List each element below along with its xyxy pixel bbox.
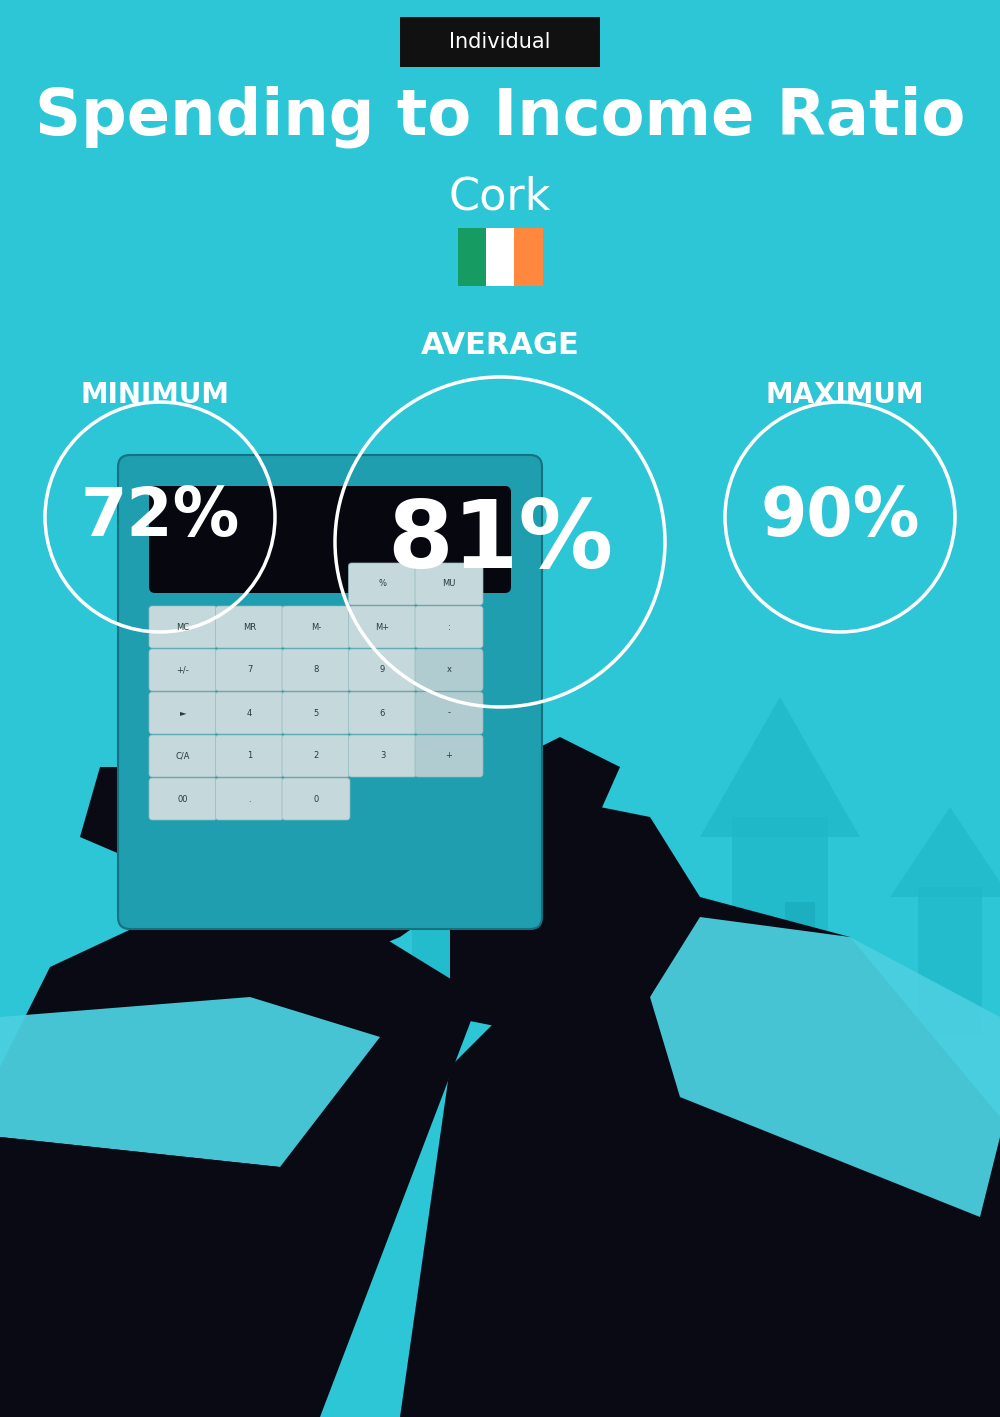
Text: C/A: C/A <box>176 751 190 761</box>
FancyBboxPatch shape <box>349 649 416 691</box>
Bar <box>935 1104 975 1129</box>
FancyBboxPatch shape <box>282 691 350 734</box>
Text: MAXIMUM: MAXIMUM <box>766 381 924 410</box>
Polygon shape <box>500 737 620 857</box>
FancyBboxPatch shape <box>149 486 511 592</box>
Bar <box>883 1104 917 1124</box>
FancyBboxPatch shape <box>415 606 483 648</box>
Polygon shape <box>80 767 180 867</box>
Polygon shape <box>0 998 380 1168</box>
Text: 2: 2 <box>313 751 319 761</box>
Text: 7: 7 <box>247 666 252 674</box>
Polygon shape <box>520 887 860 1047</box>
Text: Individual: Individual <box>449 33 551 52</box>
Polygon shape <box>650 917 1000 1217</box>
Bar <box>732 818 828 1067</box>
FancyBboxPatch shape <box>282 606 350 648</box>
Bar <box>550 1047 830 1257</box>
Bar <box>785 903 815 966</box>
Circle shape <box>885 1127 1000 1267</box>
Bar <box>514 228 542 286</box>
Polygon shape <box>890 808 1000 897</box>
FancyBboxPatch shape <box>149 691 217 734</box>
Bar <box>850 1217 950 1229</box>
Text: 8: 8 <box>313 666 319 674</box>
Circle shape <box>855 1122 945 1212</box>
Text: +/-: +/- <box>177 666 189 674</box>
Polygon shape <box>0 1136 280 1217</box>
Text: MC: MC <box>176 622 190 632</box>
Text: M+: M+ <box>375 622 390 632</box>
FancyBboxPatch shape <box>415 735 483 777</box>
Text: 4: 4 <box>247 708 252 717</box>
FancyBboxPatch shape <box>149 778 217 820</box>
Bar <box>760 1117 805 1168</box>
Text: Spending to Income Ratio: Spending to Income Ratio <box>35 86 965 149</box>
Bar <box>575 1117 620 1168</box>
FancyBboxPatch shape <box>118 455 542 930</box>
Text: x: x <box>446 666 451 674</box>
Bar <box>850 1204 950 1214</box>
FancyBboxPatch shape <box>149 735 217 777</box>
Text: 0: 0 <box>313 795 319 803</box>
FancyBboxPatch shape <box>349 691 416 734</box>
FancyBboxPatch shape <box>349 563 416 605</box>
Text: +: + <box>446 751 452 761</box>
FancyBboxPatch shape <box>415 649 483 691</box>
Bar <box>640 1146 705 1257</box>
Bar <box>918 887 982 1037</box>
Bar <box>486 228 514 286</box>
Bar <box>850 1192 950 1202</box>
Text: -: - <box>447 708 450 717</box>
Bar <box>458 228 486 286</box>
Bar <box>850 1255 950 1267</box>
FancyBboxPatch shape <box>349 735 416 777</box>
Bar <box>850 1243 950 1254</box>
Text: Cork: Cork <box>449 176 551 218</box>
Text: :: : <box>448 622 450 632</box>
FancyBboxPatch shape <box>282 778 350 820</box>
Text: ►: ► <box>180 708 186 717</box>
Text: 6: 6 <box>380 708 385 717</box>
Bar <box>412 852 488 1017</box>
Text: MU: MU <box>442 580 456 588</box>
FancyBboxPatch shape <box>282 735 350 777</box>
FancyBboxPatch shape <box>149 649 217 691</box>
FancyBboxPatch shape <box>216 649 284 691</box>
Polygon shape <box>150 697 500 988</box>
Text: 3: 3 <box>380 751 385 761</box>
FancyBboxPatch shape <box>415 563 483 605</box>
Polygon shape <box>0 897 480 1417</box>
Text: $: $ <box>944 1183 966 1212</box>
Text: 72%: 72% <box>80 485 240 550</box>
Text: 9: 9 <box>380 666 385 674</box>
Text: 5: 5 <box>313 708 319 717</box>
FancyBboxPatch shape <box>349 606 416 648</box>
Text: 81%: 81% <box>387 496 613 588</box>
Polygon shape <box>400 897 1000 1417</box>
FancyBboxPatch shape <box>216 778 284 820</box>
Text: 90%: 90% <box>760 485 920 550</box>
Text: %: % <box>378 580 386 588</box>
Text: MR: MR <box>243 622 256 632</box>
Text: $: $ <box>893 1158 907 1176</box>
Bar <box>850 1230 950 1241</box>
Text: MINIMUM: MINIMUM <box>80 381 230 410</box>
Text: 00: 00 <box>178 795 188 803</box>
FancyBboxPatch shape <box>282 649 350 691</box>
FancyBboxPatch shape <box>216 606 284 648</box>
Text: .: . <box>248 795 251 803</box>
Text: 1: 1 <box>247 751 252 761</box>
FancyBboxPatch shape <box>400 17 600 67</box>
FancyBboxPatch shape <box>216 691 284 734</box>
Text: M-: M- <box>311 622 321 632</box>
Polygon shape <box>450 796 700 1037</box>
FancyBboxPatch shape <box>415 691 483 734</box>
FancyBboxPatch shape <box>216 735 284 777</box>
FancyBboxPatch shape <box>149 606 217 648</box>
Text: AVERAGE: AVERAGE <box>421 330 579 360</box>
Polygon shape <box>380 757 520 867</box>
Polygon shape <box>700 697 860 837</box>
